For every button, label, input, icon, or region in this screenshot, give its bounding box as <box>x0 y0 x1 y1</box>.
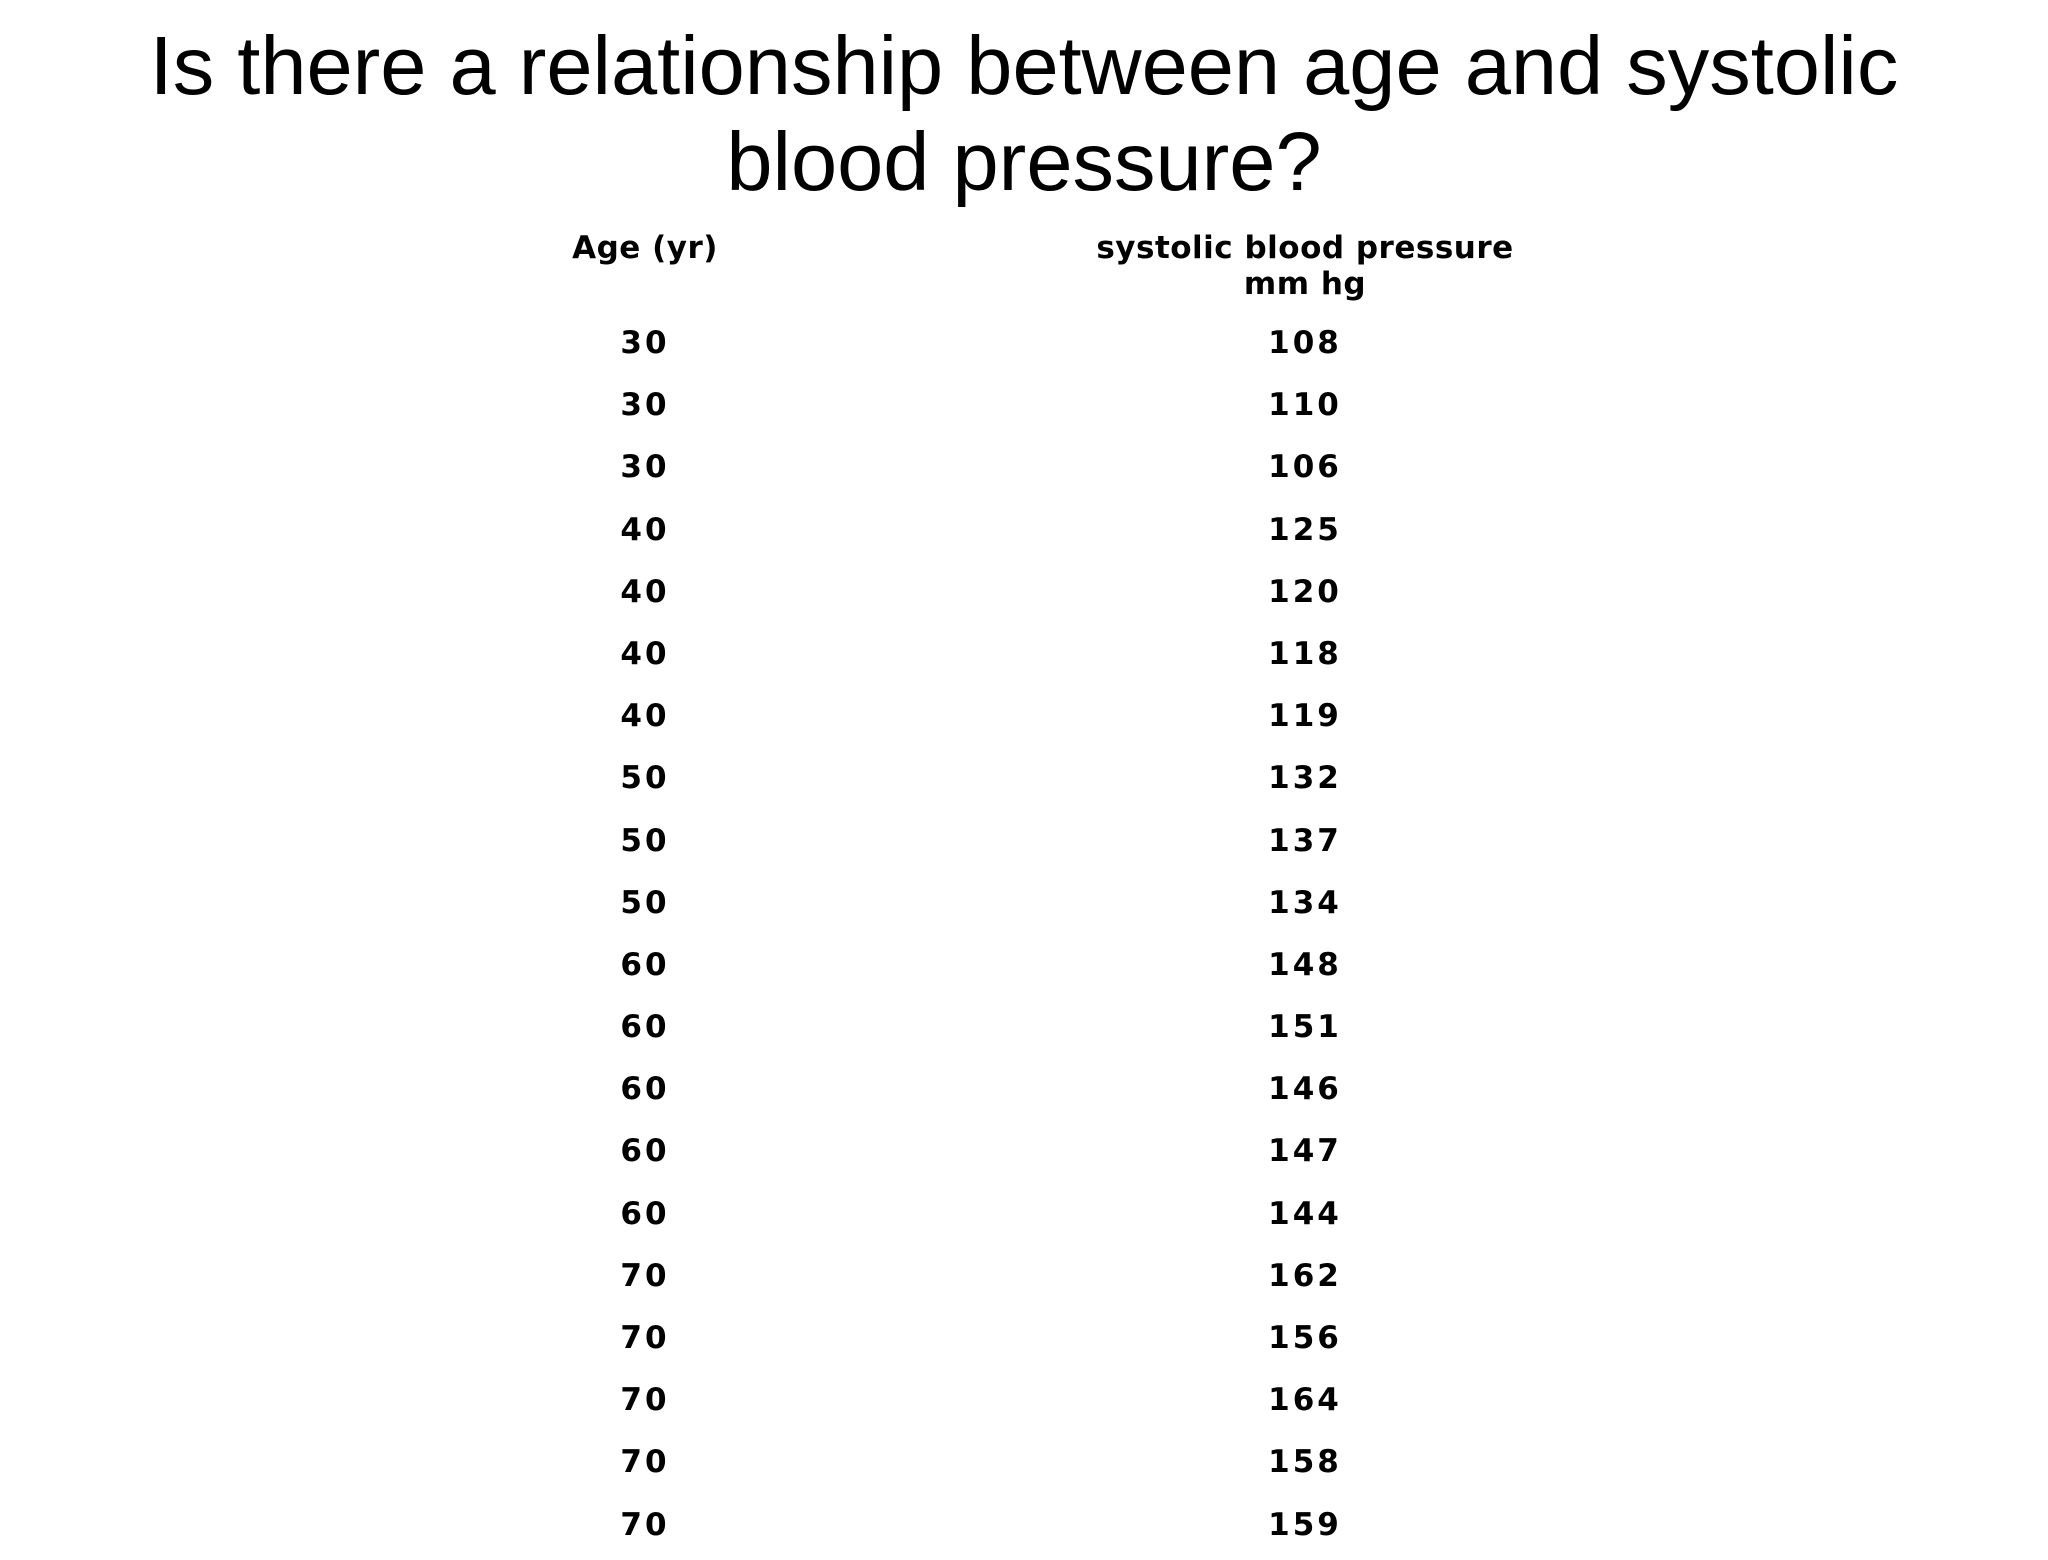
table-row: 60 146 <box>0 1062 2048 1124</box>
age-cell: 60 <box>620 1009 670 1046</box>
column-header-bp-label: systolic blood pressure <box>1096 230 1514 266</box>
blood-pressure-cell: 162 <box>1268 1257 1342 1294</box>
age-cell: 70 <box>620 1320 670 1356</box>
table-row: 60 147 <box>0 1124 2048 1186</box>
blood-pressure-cell: 108 <box>1268 325 1342 361</box>
table-row: 40 118 <box>0 627 2048 689</box>
blood-pressure-cell: 132 <box>1268 760 1342 797</box>
age-cell: 30 <box>620 387 670 424</box>
column-header-blood-pressure: systolic blood pressure mm hg <box>1055 230 1555 302</box>
blood-pressure-cell: 144 <box>1268 1195 1342 1232</box>
blood-pressure-cell: 146 <box>1268 1071 1342 1108</box>
table-row: 70 164 <box>0 1373 2048 1435</box>
table-row: 70 156 <box>0 1311 2048 1373</box>
table-row: 40 120 <box>0 565 2048 627</box>
age-cell: 40 <box>620 698 670 735</box>
blood-pressure-cell: 158 <box>1268 1444 1342 1481</box>
column-header-bp-unit: mm hg <box>1243 266 1367 302</box>
table-row: 30 106 <box>0 440 2048 502</box>
age-cell: 60 <box>620 1195 670 1232</box>
table-row: 40 119 <box>0 689 2048 751</box>
table-row: 40 125 <box>0 503 2048 565</box>
blood-pressure-cell: 148 <box>1268 946 1342 983</box>
blood-pressure-cell: 134 <box>1268 884 1342 921</box>
slide-title-line-2: blood pressure? <box>726 115 1322 208</box>
slide-title: Is there a relationship between age and … <box>0 18 2048 210</box>
blood-pressure-cell: 110 <box>1268 387 1342 424</box>
blood-pressure-cell: 125 <box>1268 511 1342 548</box>
table-row: 60 148 <box>0 938 2048 1000</box>
table-row: 70 159 <box>0 1498 2048 1560</box>
blood-pressure-cell: 119 <box>1268 698 1342 735</box>
age-cell: 70 <box>620 1382 670 1419</box>
blood-pressure-cell: 156 <box>1268 1320 1342 1356</box>
blood-pressure-cell: 137 <box>1268 822 1342 859</box>
table-row: 30 110 <box>0 378 2048 440</box>
age-cell: 30 <box>620 449 670 486</box>
age-cell: 40 <box>620 511 670 548</box>
table-row: 70 162 <box>0 1249 2048 1311</box>
table-row: 50 137 <box>0 814 2048 876</box>
age-cell: 70 <box>620 1506 670 1543</box>
table-row: 60 144 <box>0 1187 2048 1249</box>
table-row: 50 134 <box>0 876 2048 938</box>
table-row: 60 151 <box>0 1000 2048 1062</box>
age-cell: 60 <box>620 1071 670 1108</box>
table-row: 30 108 <box>0 316 2048 378</box>
column-header-age: Age (yr) <box>495 230 795 266</box>
blood-pressure-cell: 164 <box>1268 1382 1342 1419</box>
age-cell: 50 <box>620 760 670 797</box>
blood-pressure-cell: 159 <box>1268 1506 1342 1543</box>
blood-pressure-cell: 106 <box>1268 449 1342 486</box>
age-cell: 40 <box>620 573 670 610</box>
age-cell: 70 <box>620 1444 670 1481</box>
slide-title-line-1: Is there a relationship between age and … <box>149 19 1899 112</box>
age-cell: 30 <box>620 325 670 361</box>
age-cell: 60 <box>620 946 670 983</box>
data-table: 30 108 30 110 30 106 40 125 40 120 40 118 40 119 50 132… <box>0 316 2048 1560</box>
age-cell: 60 <box>620 1133 670 1170</box>
table-row: 70 158 <box>0 1435 2048 1497</box>
age-cell: 40 <box>620 635 670 672</box>
age-cell: 50 <box>620 822 670 859</box>
blood-pressure-cell: 118 <box>1268 635 1342 672</box>
blood-pressure-cell: 120 <box>1268 573 1342 610</box>
age-cell: 70 <box>620 1257 670 1294</box>
blood-pressure-cell: 151 <box>1268 1009 1342 1046</box>
age-cell: 50 <box>620 884 670 921</box>
blood-pressure-cell: 147 <box>1268 1133 1342 1170</box>
column-header-age-label: Age (yr) <box>572 230 718 266</box>
table-row: 50 132 <box>0 751 2048 813</box>
